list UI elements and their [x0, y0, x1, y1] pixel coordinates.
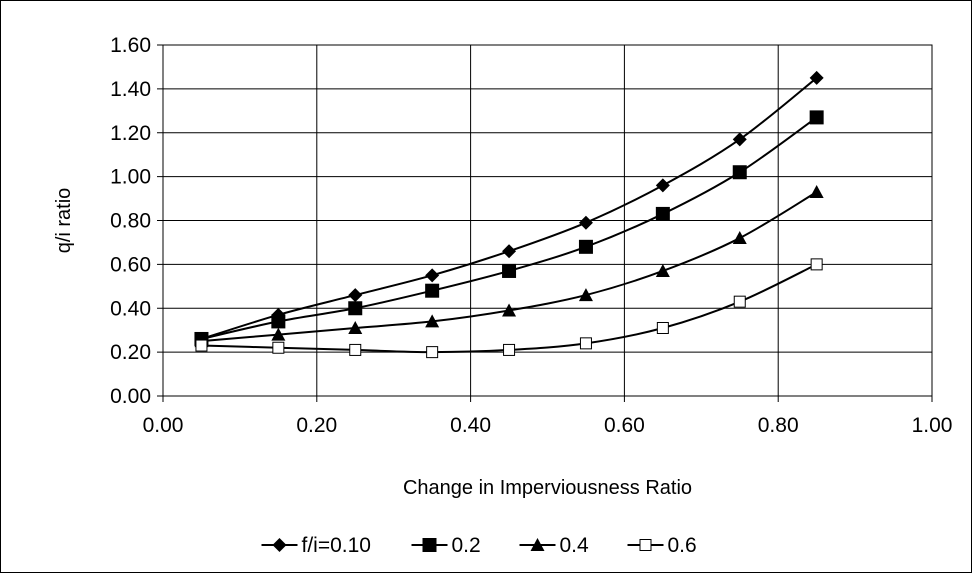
data-point	[810, 258, 823, 271]
legend-label: 0.2	[452, 534, 481, 557]
data-point	[809, 70, 824, 85]
data-point	[195, 339, 208, 352]
x-tick-label: 0.80	[758, 414, 799, 437]
data-point	[809, 184, 824, 198]
y-tick-label: 0.00	[110, 385, 151, 408]
x-tick-label: 0.00	[143, 414, 184, 437]
x-tick-label: 0.60	[604, 414, 645, 437]
data-point	[502, 244, 517, 259]
y-tick-label: 0.60	[110, 253, 151, 276]
legend-marker	[272, 538, 287, 552]
y-tick-label: 0.40	[110, 297, 151, 320]
data-point	[425, 268, 440, 283]
legend-item: 0.2	[411, 534, 481, 557]
data-point	[732, 132, 747, 147]
data-point	[503, 343, 516, 356]
legend-item: f/i=0.10	[261, 534, 371, 557]
data-point	[732, 231, 747, 245]
data-point	[579, 337, 592, 350]
data-point	[733, 295, 746, 308]
legend-label: 0.4	[560, 534, 590, 557]
data-point	[271, 314, 286, 329]
legend-item: 0.4	[519, 534, 590, 557]
y-tick-label: 1.60	[110, 34, 151, 57]
data-point	[655, 178, 670, 193]
y-tick-label: 1.00	[110, 166, 151, 189]
y-axis-title: q/i ratio	[53, 188, 75, 254]
data-point	[578, 215, 593, 230]
y-tick-label: 1.40	[110, 78, 151, 101]
data-point	[348, 288, 363, 303]
y-tick-label: 0.80	[110, 210, 151, 233]
series-2	[194, 184, 824, 348]
data-point	[732, 165, 747, 180]
data-point	[425, 314, 440, 328]
data-point	[578, 239, 593, 254]
data-point	[425, 283, 440, 298]
x-tick-label: 0.20	[296, 414, 337, 437]
series-line	[201, 77, 818, 340]
legend-label: f/i=0.10	[302, 534, 371, 557]
series-3	[195, 258, 823, 359]
data-point	[656, 321, 669, 334]
data-point	[349, 343, 362, 356]
data-point	[272, 341, 285, 354]
y-tick-label: 0.20	[110, 341, 151, 364]
data-point	[426, 346, 439, 359]
data-point	[809, 110, 824, 125]
legend-marker	[639, 539, 652, 551]
data-point	[655, 206, 670, 221]
data-point	[502, 263, 517, 278]
data-point	[655, 263, 670, 277]
legend-item: 0.6	[627, 534, 697, 557]
data-point	[578, 288, 593, 302]
data-point	[502, 303, 517, 317]
legend-marker	[530, 538, 545, 551]
x-tick-label: 1.00	[912, 414, 953, 437]
x-tick-label: 0.40	[450, 414, 491, 437]
legend-marker	[422, 538, 437, 552]
legend-label: 0.6	[668, 534, 697, 557]
data-point	[348, 301, 363, 316]
y-tick-label: 1.20	[110, 122, 151, 145]
x-axis-title: Change in Imperviousness Ratio	[403, 477, 692, 499]
data-point	[348, 320, 363, 334]
data-point	[271, 327, 286, 341]
